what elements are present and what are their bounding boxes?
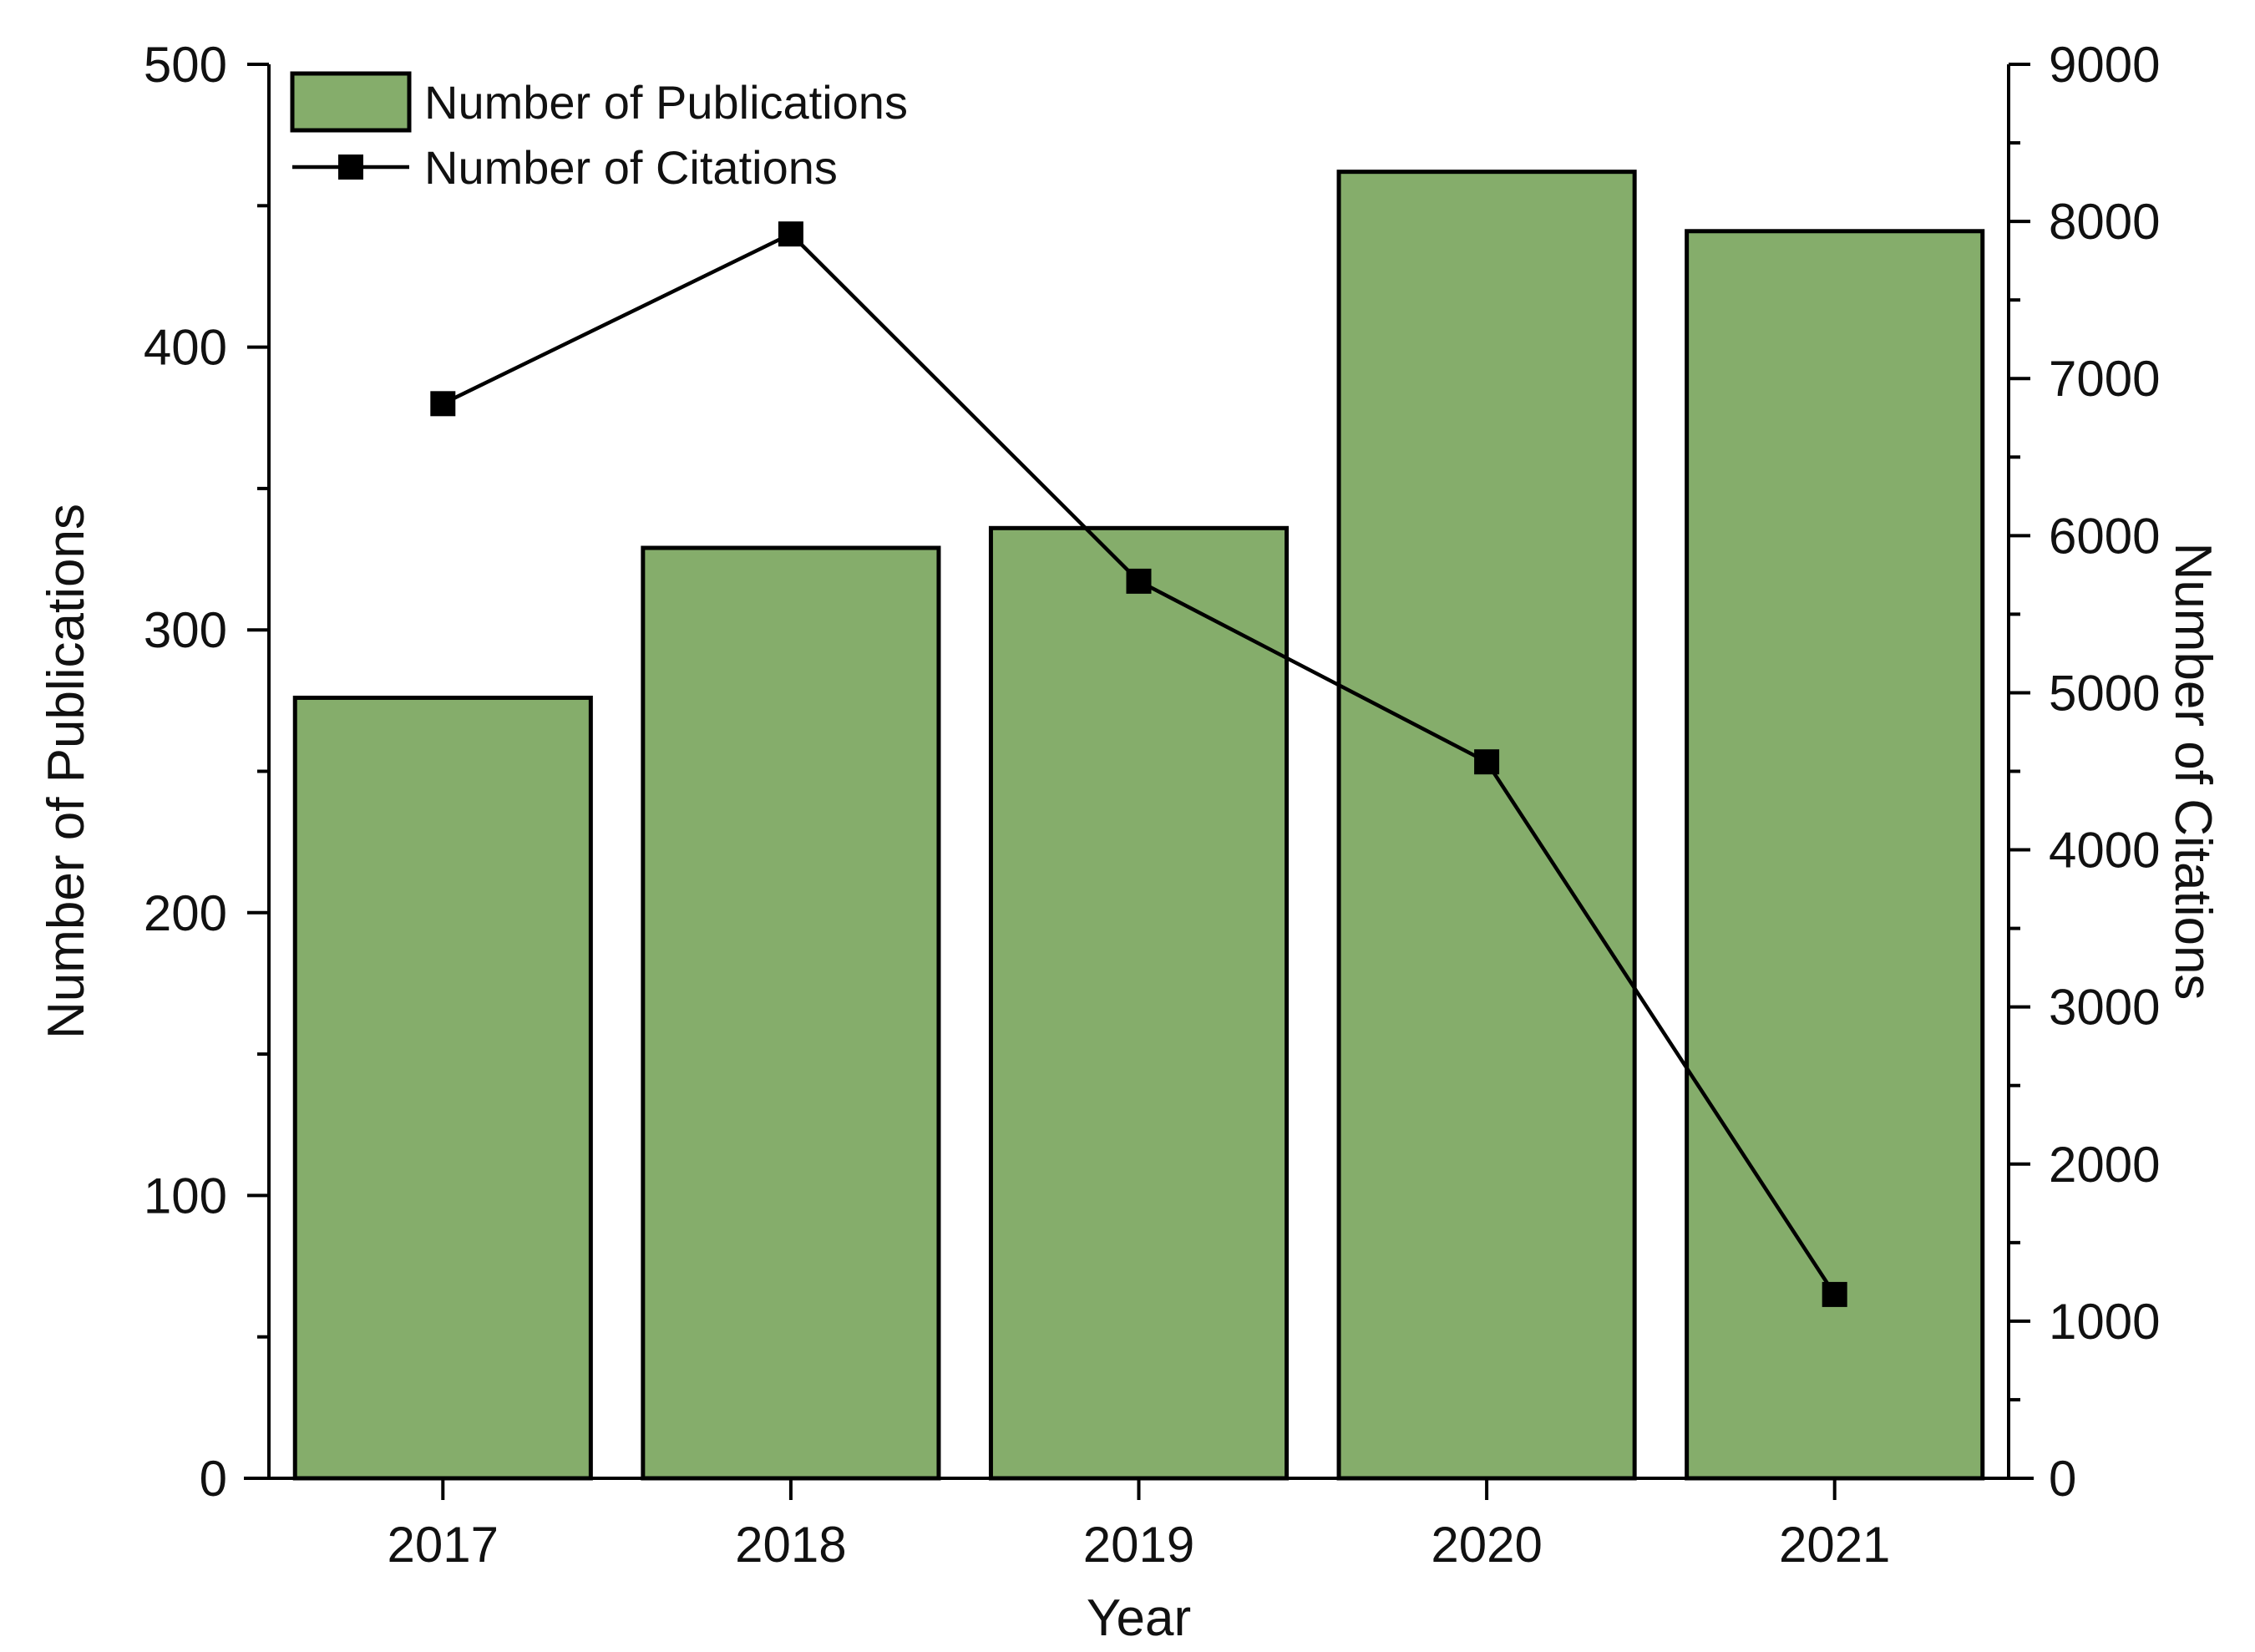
bars-layer: [292, 170, 1985, 1481]
x-tick-label-2020: 2020: [1431, 1517, 1542, 1573]
legend-citations-label: Number of Citations: [424, 141, 838, 194]
right-tick-label-6000: 6000: [2049, 508, 2160, 564]
right-tick-label-2000: 2000: [2049, 1137, 2160, 1193]
right-y-axis-title: Number of Citations: [2164, 543, 2222, 1001]
x-tick-label-2021: 2021: [1779, 1517, 1890, 1573]
left-tick-label-200: 200: [144, 885, 227, 941]
citations-point-2021: [1822, 1281, 1847, 1307]
right-tick-label-8000: 8000: [2049, 194, 2160, 250]
citations-point-2019: [1126, 568, 1152, 594]
bar-2017: [292, 695, 593, 1481]
citations-line-layer: [430, 221, 1847, 1307]
right-tick-label-9000: 9000: [2049, 37, 2160, 93]
left-tick-label-500: 500: [144, 37, 227, 93]
legend-publications-label: Number of Publications: [424, 76, 908, 129]
x-axis-title: Year: [1087, 1589, 1191, 1647]
left-y-axis-title: Number of Publications: [38, 504, 95, 1039]
bar-2020: [1336, 170, 1637, 1481]
right-tick-label-5000: 5000: [2049, 665, 2160, 721]
x-tick-label-2018: 2018: [735, 1517, 846, 1573]
bar-2018: [641, 545, 941, 1481]
citations-point-2020: [1474, 749, 1500, 775]
bar-2019: [988, 525, 1290, 1481]
right-y-ticks: 0 1000 2000 3000 4000 5000 6000 7000 8000 9000: [2009, 37, 2160, 1507]
left-tick-label-300: 300: [144, 602, 227, 658]
right-tick-label-3000: 3000: [2049, 980, 2160, 1036]
right-tick-label-0: 0: [2049, 1451, 2076, 1507]
citations-point-2018: [778, 221, 803, 247]
left-tick-label-400: 400: [144, 320, 227, 376]
left-tick-label-100: 100: [144, 1168, 227, 1224]
right-tick-label-7000: 7000: [2049, 351, 2160, 407]
x-ticks: 2017 2018 2019 2020 2021: [388, 1478, 1890, 1573]
legend: Number of Publications Number of Citatio…: [290, 71, 908, 194]
legend-citations-marker: [338, 155, 363, 180]
legend-publications-swatch: [290, 71, 412, 133]
right-tick-label-4000: 4000: [2049, 823, 2160, 879]
x-tick-label-2017: 2017: [388, 1517, 499, 1573]
left-y-ticks: 0 100 200 300 400 500: [144, 37, 269, 1507]
left-tick-label-0: 0: [200, 1451, 227, 1507]
bar-2021: [1685, 229, 1985, 1481]
x-tick-label-2019: 2019: [1083, 1517, 1194, 1573]
right-tick-label-1000: 1000: [2049, 1294, 2160, 1350]
citations-point-2017: [430, 391, 456, 417]
